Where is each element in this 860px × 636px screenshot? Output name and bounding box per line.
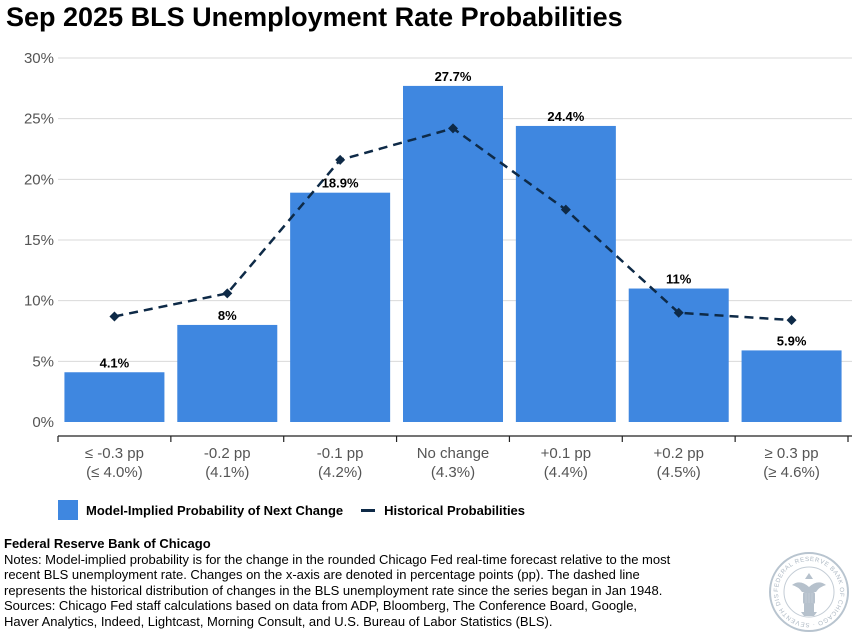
sources-line-1: Sources: Chicago Fed staff calculations … bbox=[4, 598, 638, 613]
x-tick-label: +0.2 pp bbox=[653, 445, 703, 462]
data-label-0: 4.1% bbox=[100, 355, 130, 370]
data-label-1: 8% bbox=[218, 308, 237, 323]
chart-canvas: 0% 5% 10% 15% 20% 25% 30% 4.1% 8% 18.9% 27.7% 24.4… bbox=[24, 50, 852, 481]
x-tick-sublabel: (4.3%) bbox=[431, 464, 475, 481]
sources-line-2: Haver Analytics, Indeed, Lightcast, Morn… bbox=[4, 613, 553, 629]
y-tick-label: 30% bbox=[24, 50, 54, 67]
legend-item-historical: Historical Probabilities bbox=[343, 503, 525, 518]
x-tick-label: ≥ 0.3 pp bbox=[765, 445, 819, 462]
bar-3 bbox=[403, 85, 503, 422]
bar-2 bbox=[290, 192, 391, 422]
bar-1 bbox=[177, 324, 278, 422]
notes-line-1: Notes: Model-implied probability is for … bbox=[4, 551, 671, 567]
bar-0 bbox=[64, 372, 165, 422]
fed-seal-logo: FEDERAL RESERVE BANK OF CHICAGO · SEVENT… bbox=[768, 551, 849, 632]
data-label-3: 27.7% bbox=[435, 69, 472, 84]
legend-dash-swatch bbox=[361, 508, 376, 512]
x-tick-label: -0.2 pp bbox=[204, 445, 251, 462]
historical-point-0 bbox=[109, 311, 120, 322]
legend-bar-swatch bbox=[58, 500, 78, 520]
historical-point-2 bbox=[335, 154, 346, 165]
historical-point-6 bbox=[786, 315, 797, 326]
y-tick-label: 5% bbox=[32, 353, 54, 370]
y-tick-label: 25% bbox=[24, 111, 54, 128]
notes-line-3: represents the historical distribution o… bbox=[4, 582, 663, 598]
data-label-6: 5.9% bbox=[777, 333, 807, 348]
x-tick-sublabel: (4.5%) bbox=[657, 464, 701, 481]
y-tick-label: 10% bbox=[24, 293, 54, 310]
x-tick-label: -0.1 pp bbox=[317, 445, 364, 462]
data-label-5: 11% bbox=[666, 272, 692, 287]
bar-6 bbox=[741, 350, 842, 422]
x-tick-label: ≤ -0.3 pp bbox=[85, 445, 144, 462]
data-labels: 4.1% 8% 18.9% 27.7% 24.4% 11% 5.9% bbox=[100, 69, 807, 370]
y-tick-label: 0% bbox=[32, 414, 54, 431]
notes-block: Federal Reserve Bank of Chicago Notes: M… bbox=[4, 536, 764, 629]
legend-item-model: Model-Implied Probability of Next Change bbox=[58, 500, 343, 520]
bar-4 bbox=[515, 125, 616, 423]
bars bbox=[64, 85, 842, 423]
historical-point-3 bbox=[448, 123, 458, 134]
historical-point-1 bbox=[222, 288, 233, 299]
x-tick-sublabel: (4.2%) bbox=[318, 464, 362, 481]
x-tick-sublabel: (≤ 4.0%) bbox=[86, 464, 143, 481]
chart-title: Sep 2025 BLS Unemployment Rate Probabili… bbox=[6, 2, 623, 32]
x-tick-label: No change bbox=[417, 445, 490, 462]
x-tick-label: +0.1 pp bbox=[541, 445, 591, 462]
data-label-2: 18.9% bbox=[322, 176, 359, 191]
notes-line-2: recent BLS unemployment rate. Changes on… bbox=[4, 567, 640, 582]
data-label-4: 24.4% bbox=[547, 109, 584, 124]
x-tick-sublabel: (4.4%) bbox=[544, 464, 588, 481]
x-tick-sublabel: (4.1%) bbox=[205, 464, 249, 481]
historical-point-5 bbox=[673, 307, 684, 318]
source-name: Federal Reserve Bank of Chicago bbox=[4, 536, 211, 551]
y-tick-label: 15% bbox=[24, 232, 54, 249]
legend-label-model: Model-Implied Probability of Next Change bbox=[86, 502, 344, 518]
y-axis: 0% 5% 10% 15% 20% 25% 30% bbox=[24, 50, 54, 431]
historical-line bbox=[109, 123, 797, 326]
y-tick-label: 20% bbox=[24, 171, 54, 188]
legend: Model-Implied Probability of Next Change… bbox=[58, 498, 525, 522]
historical-point-4 bbox=[560, 204, 571, 215]
x-tick-sublabel: (≥ 4.6%) bbox=[763, 464, 820, 481]
legend-label-historical: Historical Probabilities bbox=[384, 502, 526, 518]
x-axis: ≤ -0.3 pp (≤ 4.0%) -0.2 pp (4.1%) -0.1 pp (4.… bbox=[57, 435, 852, 481]
